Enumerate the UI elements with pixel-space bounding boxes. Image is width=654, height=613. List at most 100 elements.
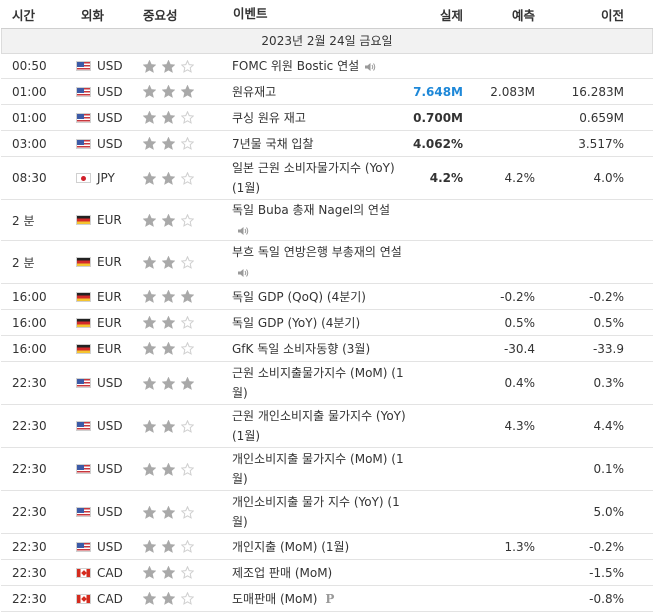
currency-code: USD	[97, 505, 123, 519]
event-name[interactable]: 근원 소비지출물가지수 (MoM) (1월)	[221, 363, 406, 403]
header-event[interactable]: 이벤트	[233, 6, 268, 21]
event-time: 00:50	[12, 59, 47, 73]
event-label[interactable]: 개인지출 (MoM) (1월)	[232, 539, 350, 554]
table-row[interactable]: 22:30 USD 개인소비지출 물가지수 (MoM) (1월) 0.1%	[1, 448, 653, 491]
currency-cell: USD	[59, 111, 131, 125]
event-time: 2 분	[12, 255, 35, 270]
event-label[interactable]: 도매판매 (MoM)	[232, 591, 318, 606]
header-actual[interactable]: 실제	[439, 7, 463, 23]
currency-cell: EUR	[59, 255, 131, 269]
event-label[interactable]: GfK 독일 소비자동향 (3월)	[232, 341, 371, 356]
table-row[interactable]: 16:00 EUR 독일 GDP (YoY) (4분기) 0.5% 0.5%	[1, 310, 653, 336]
header-time[interactable]: 시간	[12, 7, 36, 23]
table-row[interactable]: 2 분 EUR 독일 Buba 총재 Nagel의 연설	[1, 200, 653, 241]
header-forecast[interactable]: 예측	[511, 7, 535, 23]
event-time: 22:30	[12, 505, 47, 519]
currency-cell: USD	[59, 462, 131, 476]
star-filled-icon	[162, 255, 175, 269]
event-label[interactable]: 근원 소비지출물가지수 (MoM) (1월)	[232, 366, 404, 400]
header-previous[interactable]: 이전	[600, 7, 624, 23]
star-empty-icon	[181, 171, 194, 185]
previous-value: -0.2%	[589, 539, 624, 554]
star-filled-icon	[143, 290, 156, 303]
star-filled-icon	[181, 85, 194, 98]
event-label[interactable]: 7년물 국채 입찰	[232, 136, 314, 151]
event-label[interactable]: 근원 개인소비지출 물가지수 (YoY) (1월)	[232, 409, 406, 443]
table-row[interactable]: 03:00 USD 7년물 국채 입찰 4.062% 3.517%	[1, 131, 653, 157]
event-name[interactable]: GfK 독일 소비자동향 (3월)	[221, 339, 406, 359]
currency-cell: USD	[59, 540, 131, 554]
speaker-icon	[238, 226, 249, 235]
importance-stars	[131, 255, 221, 269]
currency-code: CAD	[97, 565, 123, 580]
event-label[interactable]: 독일 GDP (YoY) (4분기)	[232, 315, 361, 330]
star-filled-icon	[162, 59, 175, 73]
star-filled-icon	[143, 59, 156, 73]
event-label[interactable]: 독일 Buba 총재 Nagel의 연설	[232, 203, 391, 217]
table-row[interactable]: 22:30 USD 근원 소비지출물가지수 (MoM) (1월) 0.4% 0.3%	[1, 362, 653, 405]
star-filled-icon	[162, 419, 175, 433]
event-time: 22:30	[12, 565, 47, 580]
star-filled-icon	[162, 85, 175, 98]
event-name[interactable]: 개인소비지출 물가지수 (MoM) (1월)	[221, 449, 406, 489]
currency-code: USD	[97, 59, 123, 73]
event-time: 22:30	[12, 462, 47, 476]
header-importance[interactable]: 중요성	[143, 7, 178, 23]
event-label[interactable]: 원유재고	[232, 84, 277, 99]
currency-code: USD	[97, 539, 123, 554]
importance-stars	[131, 111, 221, 124]
event-name[interactable]: FOMC 위원 Bostic 연설	[221, 56, 406, 76]
table-row[interactable]: 2 분 EUR 부흐 독일 연방은행 부총재의 연설	[1, 241, 653, 284]
event-name[interactable]: 근원 개인소비지출 물가지수 (YoY) (1월)	[221, 406, 406, 446]
event-time: 22:30	[12, 539, 47, 554]
event-name[interactable]: 7년물 국채 입찰	[221, 134, 406, 154]
table-row[interactable]: 01:00 USD 쿠싱 원유 재고 0.700M 0.659M	[1, 105, 653, 131]
currency-code: EUR	[97, 213, 122, 227]
header-currency[interactable]: 외화	[81, 7, 105, 23]
event-label[interactable]: 개인소비지출 물가 지수 (YoY) (1월)	[232, 495, 400, 529]
currency-cell: USD	[59, 85, 131, 99]
event-label[interactable]: 개인소비지출 물가지수 (MoM) (1월)	[232, 452, 404, 486]
event-name[interactable]: 독일 GDP (QoQ) (4분기)	[221, 287, 406, 307]
table-row[interactable]: 22:30 USD 근원 개인소비지출 물가지수 (YoY) (1월) 4.3% 4.4…	[1, 405, 653, 448]
table-row[interactable]: 16:00 EUR GfK 독일 소비자동향 (3월) -30.4 -33.9	[1, 336, 653, 362]
event-label[interactable]: 부흐 독일 연방은행 부총재의 연설	[232, 245, 402, 259]
currency-code: USD	[97, 419, 123, 433]
event-label[interactable]: 독일 GDP (QoQ) (4분기)	[232, 289, 366, 304]
event-name[interactable]: 독일 GDP (YoY) (4분기)	[221, 313, 406, 333]
table-row[interactable]: 22:30 CAD 제조업 판매 (MoM) -1.5%	[1, 560, 653, 586]
currency-code: EUR	[97, 289, 122, 304]
event-label[interactable]: 일본 근원 소비자물가지수 (YoY) (1월)	[232, 161, 395, 195]
star-filled-icon	[143, 342, 156, 355]
actual-value: 0.700M	[413, 110, 463, 125]
event-name[interactable]: 일본 근원 소비자물가지수 (YoY) (1월)	[221, 158, 406, 198]
us-flag-icon	[76, 541, 91, 552]
table-row[interactable]: 00:50 USD FOMC 위원 Bostic 연설	[1, 54, 653, 79]
table-row[interactable]: 16:00 EUR 독일 GDP (QoQ) (4분기) -0.2% -0.2%	[1, 284, 653, 310]
table-row[interactable]: 22:30 USD 개인소비지출 물가 지수 (YoY) (1월) 5.0%	[1, 491, 653, 534]
table-row[interactable]: 01:00 USD 원유재고 7.648M 2.083M 16.283M	[1, 79, 653, 105]
us-flag-icon	[76, 378, 91, 388]
event-label[interactable]: 쿠싱 원유 재고	[232, 110, 306, 125]
event-label[interactable]: 제조업 판매 (MoM)	[232, 565, 333, 580]
event-name[interactable]: 원유재고	[221, 82, 406, 102]
table-row[interactable]: 22:30 USD 개인지출 (MoM) (1월) 1.3% -0.2%	[1, 534, 653, 560]
event-name[interactable]: 개인지출 (MoM) (1월)	[221, 537, 406, 557]
forecast-value: 4.2%	[504, 171, 536, 185]
previous-value: -1.5%	[589, 565, 624, 580]
star-filled-icon	[162, 540, 175, 553]
event-name[interactable]: 독일 Buba 총재 Nagel의 연설	[221, 200, 406, 240]
event-time: 22:30	[12, 591, 47, 606]
table-row[interactable]: 22:30 CAD 도매판매 (MoM) P -0.8%	[1, 586, 653, 612]
importance-stars	[131, 592, 221, 605]
event-name[interactable]: 제조업 판매 (MoM)	[221, 563, 406, 583]
actual-value: 4.2%	[429, 171, 463, 185]
event-name[interactable]: 쿠싱 원유 재고	[221, 108, 406, 128]
event-name[interactable]: 개인소비지출 물가 지수 (YoY) (1월)	[221, 492, 406, 532]
event-name[interactable]: 도매판매 (MoM) P	[221, 589, 406, 609]
event-time: 16:00	[12, 315, 47, 330]
event-label[interactable]: FOMC 위원 Bostic 연설	[232, 59, 360, 73]
table-row[interactable]: 08:30 JPY 일본 근원 소비자물가지수 (YoY) (1월) 4.2% 4.2%…	[1, 157, 653, 200]
event-name[interactable]: 부흐 독일 연방은행 부총재의 연설	[221, 242, 406, 282]
star-filled-icon	[143, 213, 156, 227]
